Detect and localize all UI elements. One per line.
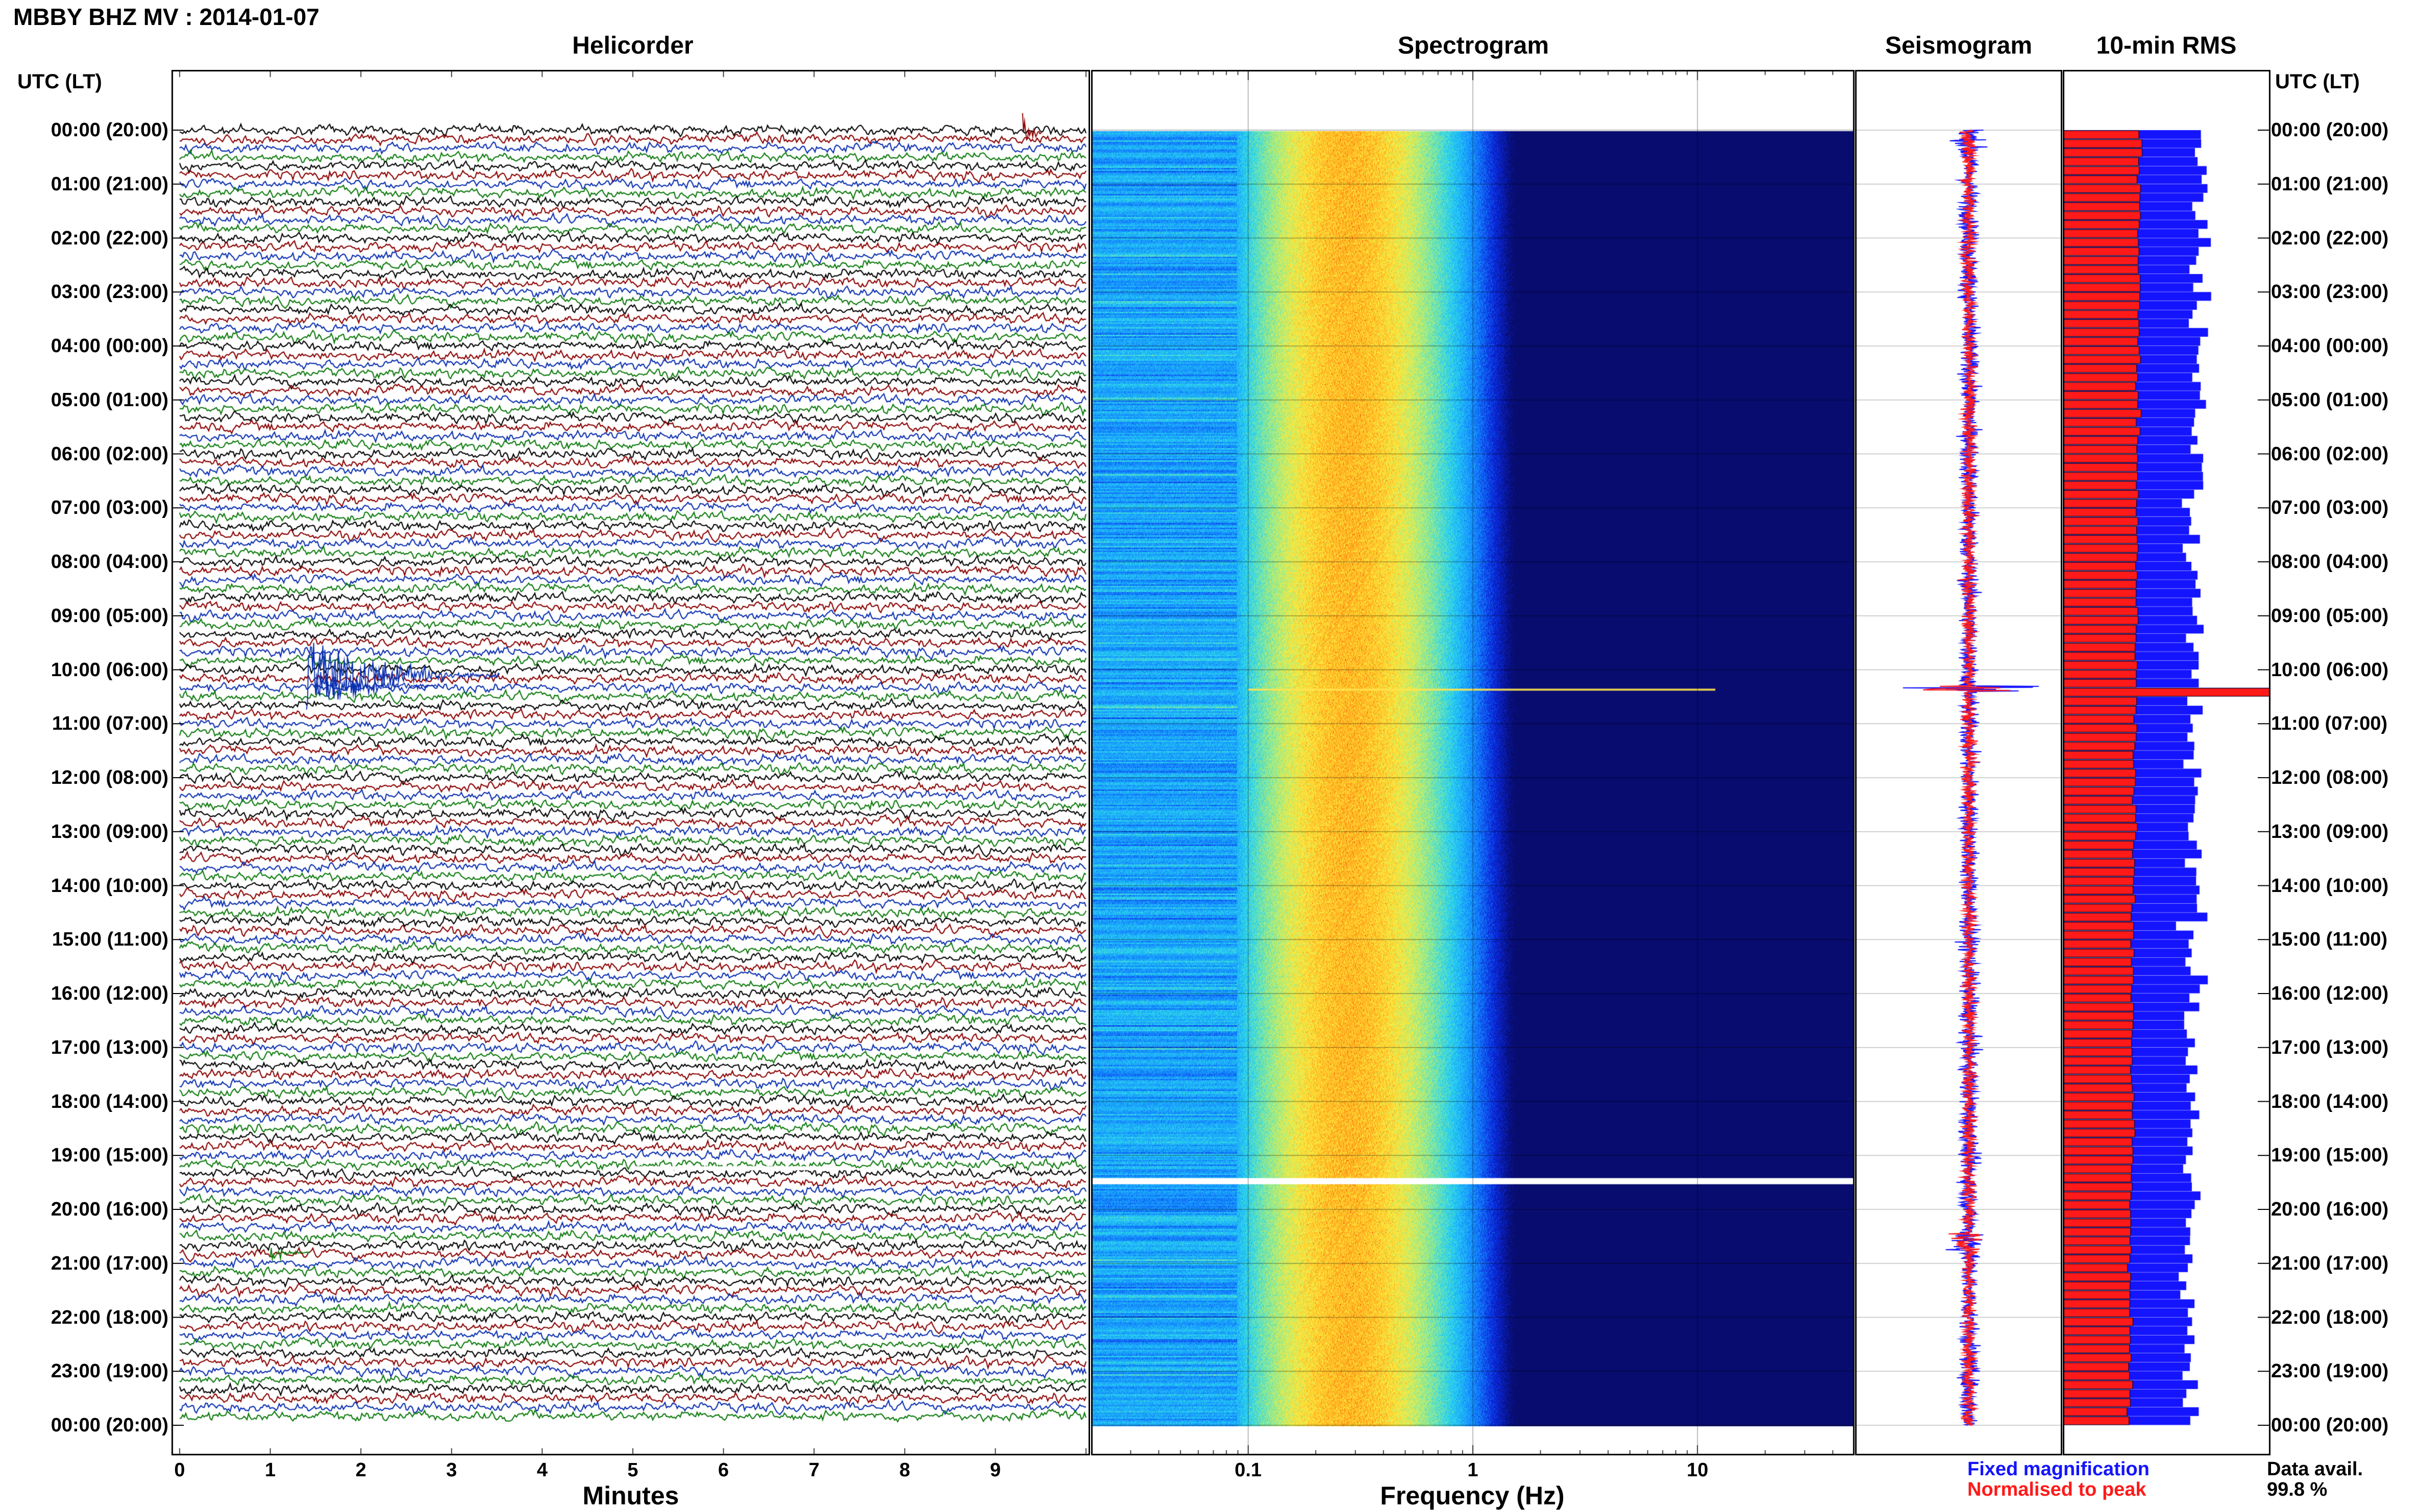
time-label-left: 03:00 (23:00): [51, 281, 168, 303]
time-label-right: 07:00 (03:00): [2271, 497, 2389, 519]
spectrogram-x-tick: 10: [1687, 1459, 1709, 1481]
time-label-left: 08:00 (04:00): [51, 551, 168, 573]
spectrogram-x-tick: 0.1: [1235, 1459, 1262, 1481]
spectrogram-title: Spectrogram: [1397, 32, 1549, 59]
spectrogram-plot: [1091, 70, 1855, 1455]
time-label-right: 12:00 (08:00): [2271, 767, 2389, 788]
utc-label-right: UTC (LT): [2275, 70, 2360, 93]
time-label-right: 08:00 (04:00): [2271, 551, 2389, 573]
seismogram-title: Seismogram: [1885, 32, 2033, 59]
spectrogram-x-tick: 1: [1467, 1459, 1478, 1481]
time-label-right: 06:00 (02:00): [2271, 443, 2389, 465]
helicorder-plot: [171, 70, 1090, 1455]
time-label-right: 18:00 (14:00): [2271, 1090, 2389, 1112]
time-label-left: 09:00 (05:00): [51, 605, 168, 627]
rms-plot: [2063, 70, 2270, 1455]
time-label-left: 11:00 (07:00): [52, 713, 168, 735]
time-label-right: 15:00 (11:00): [2271, 929, 2388, 951]
helicorder-x-tick: 7: [808, 1459, 820, 1481]
helicorder-x-axis-label: Minutes: [582, 1481, 679, 1510]
page-title: MBBY BHZ MV : 2014-01-07: [13, 4, 319, 30]
time-label-left: 06:00 (02:00): [51, 443, 168, 465]
seismogram-plot: [1855, 70, 2062, 1455]
time-label-left: 02:00 (22:00): [51, 227, 168, 249]
time-label-right: 00:00 (20:00): [2271, 119, 2389, 141]
time-label-right: 00:00 (20:00): [2271, 1415, 2389, 1436]
data-availability-label: Data avail.: [2267, 1458, 2363, 1480]
time-label-right: 09:00 (05:00): [2271, 605, 2389, 627]
utc-label-left: UTC (LT): [17, 70, 102, 93]
time-label-left: 15:00 (11:00): [52, 929, 168, 951]
spectrogram-x-axis-label: Frequency (Hz): [1380, 1481, 1565, 1510]
time-label-right: 19:00 (15:00): [2271, 1145, 2389, 1167]
time-label-left: 23:00 (19:00): [51, 1360, 168, 1382]
time-label-right: 13:00 (09:00): [2271, 821, 2389, 842]
time-label-right: 23:00 (19:00): [2271, 1360, 2389, 1382]
helicorder-x-tick: 3: [446, 1459, 457, 1481]
time-label-left: 05:00 (01:00): [51, 389, 168, 411]
time-label-left: 20:00 (16:00): [51, 1199, 168, 1220]
helicorder-x-tick: 9: [990, 1459, 1001, 1481]
time-label-left: 04:00 (00:00): [51, 335, 168, 357]
time-label-right: 10:00 (06:00): [2271, 659, 2389, 681]
time-label-left: 18:00 (14:00): [51, 1090, 168, 1112]
helicorder-x-tick: 8: [899, 1459, 910, 1481]
time-label-left: 16:00 (12:00): [51, 983, 168, 1004]
rms-title: 10-min RMS: [2096, 32, 2237, 59]
time-label-left: 12:00 (08:00): [51, 767, 168, 788]
time-label-left: 10:00 (06:00): [51, 659, 168, 681]
time-label-left: 21:00 (17:00): [51, 1252, 168, 1274]
time-label-right: 04:00 (00:00): [2271, 335, 2389, 357]
time-label-left: 07:00 (03:00): [51, 497, 168, 519]
time-label-left: 00:00 (20:00): [51, 1415, 168, 1436]
time-label-left: 01:00 (21:00): [51, 173, 168, 195]
data-availability-value: 99.8 %: [2267, 1479, 2328, 1500]
time-label-left: 13:00 (09:00): [51, 821, 168, 842]
time-label-right: 22:00 (18:00): [2271, 1306, 2389, 1328]
time-label-right: 01:00 (21:00): [2271, 173, 2389, 195]
time-label-right: 20:00 (16:00): [2271, 1199, 2389, 1220]
helicorder-x-tick: 1: [265, 1459, 276, 1481]
helicorder-title: Helicorder: [572, 32, 694, 59]
helicorder-x-tick: 0: [174, 1459, 185, 1481]
time-label-left: 19:00 (15:00): [51, 1145, 168, 1167]
time-label-right: 16:00 (12:00): [2271, 983, 2389, 1004]
helicorder-x-tick: 2: [355, 1459, 366, 1481]
helicorder-x-tick: 6: [718, 1459, 729, 1481]
legend-normalised-to-peak: Normalised to peak: [1967, 1479, 2146, 1500]
time-label-left: 14:00 (10:00): [51, 875, 168, 897]
time-label-right: 17:00 (13:00): [2271, 1036, 2389, 1058]
helicorder-x-tick: 4: [536, 1459, 548, 1481]
time-label-left: 22:00 (18:00): [51, 1306, 168, 1328]
time-label-right: 14:00 (10:00): [2271, 875, 2389, 897]
helicorder-x-tick: 5: [627, 1459, 638, 1481]
time-label-right: 02:00 (22:00): [2271, 227, 2389, 249]
legend-fixed-magnification: Fixed magnification: [1967, 1458, 2150, 1480]
time-label-right: 21:00 (17:00): [2271, 1252, 2389, 1274]
time-label-right: 03:00 (23:00): [2271, 281, 2389, 303]
time-label-left: 17:00 (13:00): [51, 1036, 168, 1058]
time-label-left: 00:00 (20:00): [51, 119, 168, 141]
time-label-right: 05:00 (01:00): [2271, 389, 2389, 411]
time-label-right: 11:00 (07:00): [2271, 713, 2388, 735]
